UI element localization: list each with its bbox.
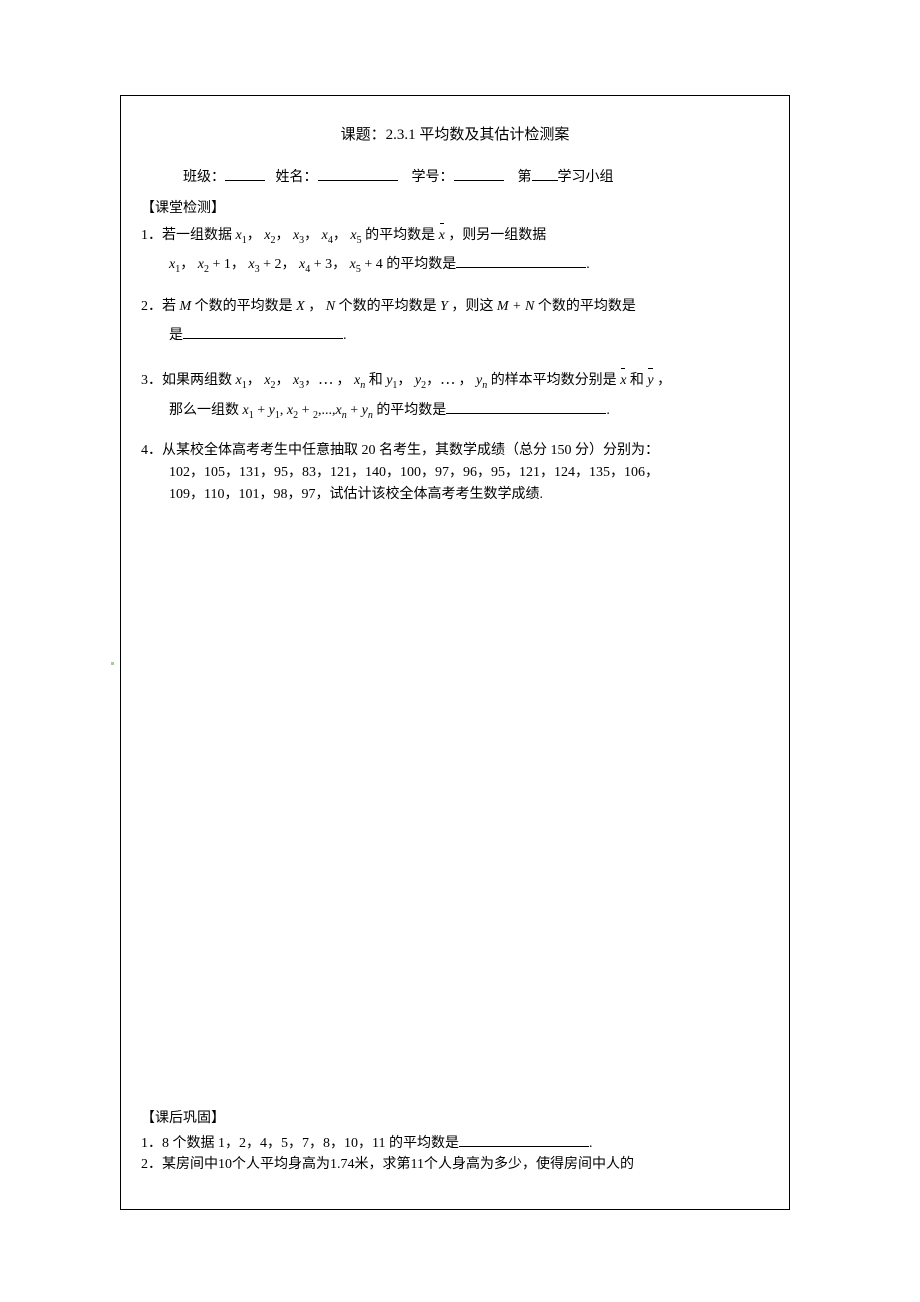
- q1-c2: ，: [275, 228, 289, 243]
- worksheet-container: 课题：2.3.1 平均数及其估计检测案 班级： 姓名： 学号： 第 学习小组 【课…: [120, 95, 790, 1210]
- q1-prefix: 1．若一组数据: [141, 228, 232, 243]
- p1-answer-blank[interactable]: [459, 1131, 589, 1147]
- q1-period: .: [586, 257, 590, 272]
- q3-xbar: x: [620, 373, 626, 388]
- q3l2-pn: +: [347, 403, 362, 418]
- q2-t3: 个数的平均数是: [339, 299, 437, 314]
- section2-header: 【课后巩固】: [141, 1108, 769, 1129]
- q3l2-prefix: 那么一组数: [169, 403, 239, 418]
- q3-ld2: ，⋯ ，: [426, 373, 472, 388]
- p1-text: 1．8 个数据 1，2，4，5，7，8，10，11 的平均数是: [141, 1136, 459, 1151]
- question-4: 4．从某校全体高考考生中任意抽取 20 名考生，其数学成绩（总分 150 分）分…: [141, 440, 769, 505]
- question-3: 3．如果两组数 x1， x2， x3，⋯ ， xn 和 y1， y2，⋯ ， y…: [141, 366, 769, 426]
- problem-2: 2．某房间中10个人平均身高为1.74米，求第11个人身高为多少，使得房间中人的: [141, 1154, 769, 1175]
- problem-1: 1．8 个数据 1，2，4，5，7，8，10，11 的平均数是.: [141, 1131, 769, 1154]
- q3l2-ysn: n: [368, 409, 373, 420]
- q3-tc: ，: [657, 373, 671, 388]
- q3-c1: ，: [247, 373, 261, 388]
- q3l2-end: 的平均数是: [376, 403, 446, 418]
- id-blank[interactable]: [454, 165, 504, 181]
- class-label: 班级：: [183, 170, 225, 185]
- q3l2-p1: +: [254, 403, 269, 418]
- q3-t1: 的样本平均数分别是: [491, 373, 617, 388]
- question-2: 2．若 M 个数的平均数是 X ， N 个数的平均数是 Y ，则这 M + N …: [141, 292, 769, 351]
- q2-t1: 个数的平均数是: [195, 299, 293, 314]
- group-suffix: 学习小组: [558, 170, 614, 185]
- q1l2-p4: + 4: [361, 257, 383, 272]
- p2-text: 2．某房间中10个人平均身高为1.74米，求第11个人身高为多少，使得房间中人的: [141, 1157, 634, 1172]
- group-prefix: 第: [518, 170, 532, 185]
- q4-line2: 102，105，131，95，83，121，140，100，97，96，95，1…: [141, 462, 769, 484]
- q4-line1: 4．从某校全体高考考生中任意抽取 20 名考生，其数学成绩（总分 150 分）分…: [141, 440, 769, 462]
- q2-MN: M + N: [497, 299, 534, 314]
- q3-prefix: 3．如果两组数: [141, 373, 232, 388]
- q3-and: 和: [369, 373, 383, 388]
- q1-mid2: ，则另一组数据: [448, 228, 546, 243]
- p1-period: .: [589, 1136, 593, 1151]
- name-label: 姓名：: [276, 170, 318, 185]
- q3-period: .: [606, 403, 610, 418]
- q2-prefix: 2．若: [141, 299, 176, 314]
- id-label: 学号：: [412, 170, 454, 185]
- student-info-line: 班级： 姓名： 学号： 第 学习小组: [141, 165, 769, 188]
- name-blank[interactable]: [318, 165, 398, 181]
- q2-t2: ，: [308, 299, 326, 314]
- q3-c2: ，: [275, 373, 289, 388]
- q3-ysn: n: [482, 380, 487, 391]
- q1l2-p3: + 3，: [310, 257, 346, 272]
- question-1: 1．若一组数据 x1， x2， x3， x4， x5 的平均数是 x ，则另一组…: [141, 221, 769, 281]
- q3l2-ys1: 1: [275, 409, 280, 420]
- q2l2-prefix: 是: [169, 328, 183, 343]
- q3l2-dots: ,...,: [318, 403, 336, 418]
- q1l2-c1: ，: [180, 257, 194, 272]
- q3-ld1: ，⋯ ，: [304, 373, 350, 388]
- class-blank[interactable]: [225, 165, 265, 181]
- q2-N: N: [326, 299, 335, 314]
- q3-answer-blank[interactable]: [446, 398, 606, 414]
- group-blank[interactable]: [532, 165, 558, 181]
- q1l2-p1: + 1，: [209, 257, 245, 272]
- side-marker-dot: [111, 662, 114, 665]
- q1-s5: 5: [357, 234, 362, 245]
- work-space: [141, 521, 769, 1106]
- q4-line3: 109，110，101，98，97，试估计该校全体高考考生数学成绩.: [141, 484, 769, 506]
- section1-header: 【课堂检测】: [141, 198, 769, 219]
- q2-X: X: [296, 299, 305, 314]
- q2-Y: Y: [440, 299, 448, 314]
- q3-sn: n: [360, 380, 365, 391]
- q1-mid: 的平均数是: [365, 228, 435, 243]
- q1-c3: ，: [304, 228, 318, 243]
- q2-M: M: [180, 299, 192, 314]
- q1l2-p2: + 2，: [260, 257, 296, 272]
- q2-answer-blank[interactable]: [183, 323, 343, 339]
- q2-t4: ，则这: [451, 299, 493, 314]
- q3-and2: 和: [630, 373, 648, 388]
- q1-xbar: x: [439, 228, 445, 243]
- q3l2-p2: +: [298, 403, 313, 418]
- q3-yc1: ，: [397, 373, 411, 388]
- q2-period: .: [343, 328, 347, 343]
- q3-ybar: y: [647, 373, 653, 388]
- q1-c1: ，: [247, 228, 261, 243]
- q2-t5: 个数的平均数是: [538, 299, 636, 314]
- q1-answer-blank[interactable]: [456, 252, 586, 268]
- worksheet-title: 课题：2.3.1 平均数及其估计检测案: [141, 124, 769, 147]
- q1l2-end: 的平均数是: [386, 257, 456, 272]
- q1-c4: ，: [333, 228, 347, 243]
